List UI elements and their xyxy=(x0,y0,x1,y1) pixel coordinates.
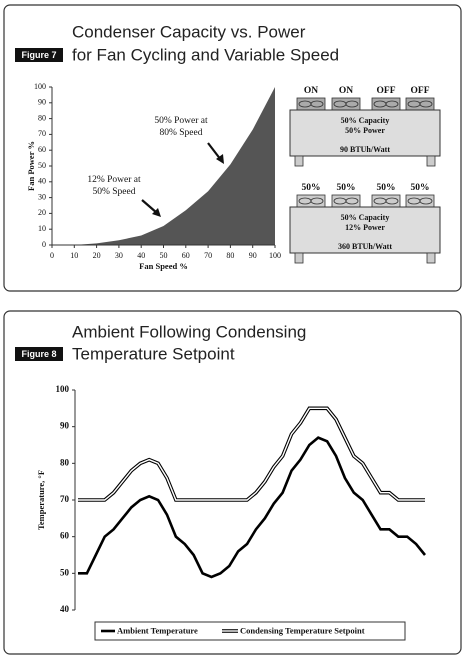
y-tick-label: 50 xyxy=(60,567,70,577)
y-axis-label: Fan Power % xyxy=(26,141,36,191)
legend-label: Condensing Temperature Setpoint xyxy=(240,625,365,635)
condenser-body xyxy=(289,206,441,254)
x-tick-label: 0 xyxy=(50,251,54,260)
y-tick-label: 20 xyxy=(38,208,46,217)
y-tick-label: 40 xyxy=(60,604,70,614)
panel xyxy=(3,310,462,655)
y-tick-label: 50 xyxy=(38,161,46,170)
fan-blade xyxy=(310,100,324,108)
unit-efficiency: 360 BTUh/Watt xyxy=(338,242,392,251)
chart-title: Ambient Following Condensing xyxy=(72,322,306,341)
annotation: 50% Speed xyxy=(92,187,135,197)
area xyxy=(52,87,275,245)
leg xyxy=(294,155,304,167)
x-axis-label: Fan Speed % xyxy=(139,261,188,271)
arrow xyxy=(141,199,158,214)
x-tick-label: 80 xyxy=(226,251,234,260)
fan-label: ON xyxy=(304,86,318,96)
legend-label: Ambient Temperature xyxy=(117,625,198,635)
fan-blade xyxy=(345,197,359,205)
figure-label: Figure 7 xyxy=(21,50,56,60)
fan-label: ON xyxy=(339,86,353,96)
x-tick-label: 40 xyxy=(137,251,145,260)
x-tick-label: 100 xyxy=(269,251,281,260)
y-tick-label: 100 xyxy=(34,82,46,91)
arrow-head xyxy=(152,208,161,217)
leg xyxy=(294,252,304,264)
unit-text: 50% Capacity xyxy=(341,116,390,125)
figure-badge xyxy=(15,48,63,62)
unit-text: 50% Power xyxy=(345,126,385,135)
annotation-bg xyxy=(143,113,219,141)
y-tick-label: 60 xyxy=(60,531,70,541)
fan-label: 50% xyxy=(302,183,321,193)
y-tick-label: 90 xyxy=(38,98,46,107)
y-tick-label: 0 xyxy=(42,240,46,249)
line-inner xyxy=(78,407,425,501)
y-tick-label: 10 xyxy=(38,224,46,233)
fan-label: OFF xyxy=(377,86,396,96)
condenser-body xyxy=(289,109,441,157)
unit-efficiency: 90 BTUh/Watt xyxy=(340,145,390,154)
fan-blade xyxy=(419,100,433,108)
fan-label: 50% xyxy=(411,183,430,193)
legend xyxy=(94,621,406,641)
annotation: 50% Power at xyxy=(154,116,208,126)
y-tick-label: 70 xyxy=(60,494,70,504)
panel xyxy=(3,4,462,292)
chart-title: Condenser Capacity vs. Power xyxy=(72,22,306,41)
fan-label: OFF xyxy=(411,86,430,96)
figure-label: Figure 8 xyxy=(21,349,56,359)
x-tick-label: 30 xyxy=(115,251,123,260)
annotation: 80% Speed xyxy=(159,128,202,138)
y-tick-label: 30 xyxy=(38,192,46,201)
fan-label: 50% xyxy=(377,183,396,193)
fan-blade xyxy=(385,197,399,205)
line xyxy=(78,406,425,502)
x-tick-label: 60 xyxy=(182,251,190,260)
leg xyxy=(426,252,436,264)
unit-text: 12% Power xyxy=(345,223,385,232)
x-tick-label: 10 xyxy=(70,251,78,260)
annotation: 12% Power at xyxy=(87,175,141,185)
y-tick-label: 40 xyxy=(38,177,46,186)
arrow-head xyxy=(216,154,224,164)
chart-title: for Fan Cycling and Variable Speed xyxy=(72,45,339,64)
line xyxy=(78,436,427,579)
y-tick-label: 80 xyxy=(38,113,46,122)
annotation-bg xyxy=(80,172,150,200)
x-tick-label: 50 xyxy=(160,251,168,260)
leg xyxy=(426,155,436,167)
fan-label: 50% xyxy=(337,183,356,193)
fan-blade xyxy=(385,100,399,108)
y-tick-label: 80 xyxy=(60,457,70,467)
y-tick-label: 60 xyxy=(38,145,46,154)
y-axis-label: Temperature, °F xyxy=(36,470,46,530)
fan-blade xyxy=(419,197,433,205)
y-tick-label: 70 xyxy=(38,129,46,138)
x-tick-label: 90 xyxy=(249,251,257,260)
unit-text: 50% Capacity xyxy=(341,213,390,222)
x-tick-label: 70 xyxy=(204,251,212,260)
fan-blade xyxy=(345,100,359,108)
y-tick-label: 90 xyxy=(60,421,70,431)
y-tick-label: 100 xyxy=(56,384,70,394)
figure-badge xyxy=(15,347,63,361)
chart-title: Temperature Setpoint xyxy=(72,344,235,363)
x-tick-label: 20 xyxy=(93,251,101,260)
fan-blade xyxy=(310,197,324,205)
